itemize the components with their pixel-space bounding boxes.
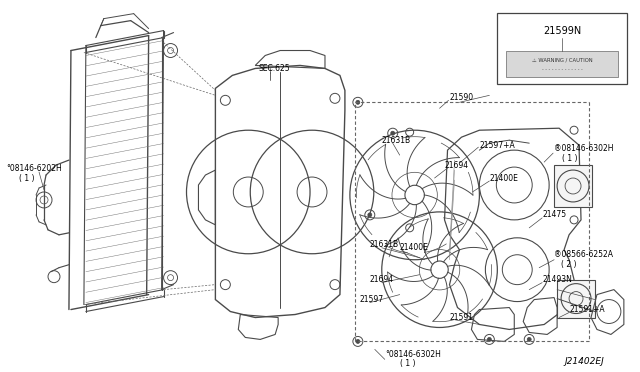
- Text: - - - - - - - - - - - - -: - - - - - - - - - - - - -: [541, 67, 582, 72]
- Bar: [557, 280, 595, 318]
- Text: ⚠ WARNING / CAUTION: ⚠ WARNING / CAUTION: [532, 58, 593, 63]
- Text: 21590: 21590: [449, 93, 474, 102]
- Text: ( 1 ): ( 1 ): [562, 154, 577, 163]
- Text: 21475: 21475: [542, 211, 566, 219]
- Circle shape: [527, 337, 531, 341]
- Circle shape: [356, 100, 360, 104]
- Text: ( 1 ): ( 1 ): [400, 359, 415, 368]
- Circle shape: [368, 213, 372, 217]
- Text: SEC.625: SEC.625: [258, 64, 290, 73]
- Text: 21599N: 21599N: [543, 26, 581, 36]
- Text: 21694: 21694: [370, 275, 394, 284]
- Text: ( 2 ): ( 2 ): [561, 260, 577, 269]
- Text: 21694: 21694: [445, 161, 468, 170]
- Circle shape: [391, 131, 395, 135]
- Text: °08146-6302H: °08146-6302H: [385, 350, 440, 359]
- Text: ( 1 ): ( 1 ): [19, 173, 35, 183]
- Text: 21591: 21591: [449, 313, 474, 322]
- Bar: [554, 165, 592, 207]
- Text: 21400E: 21400E: [490, 173, 518, 183]
- Text: 21597+A: 21597+A: [479, 141, 515, 150]
- Text: ®08146-6302H: ®08146-6302H: [554, 144, 614, 153]
- Text: °08146-6202H: °08146-6202H: [6, 164, 62, 173]
- Bar: [506, 51, 618, 77]
- Text: 21631B: 21631B: [370, 240, 399, 249]
- Text: 21493N: 21493N: [542, 275, 572, 284]
- Text: J21402EJ: J21402EJ: [564, 357, 604, 366]
- Text: 21591+A: 21591+A: [569, 305, 605, 314]
- Text: 21597: 21597: [360, 295, 384, 304]
- Text: 21631B: 21631B: [382, 136, 411, 145]
- Circle shape: [488, 337, 492, 341]
- Text: 21400E: 21400E: [400, 243, 429, 252]
- Bar: [497, 13, 627, 84]
- Circle shape: [356, 339, 360, 343]
- Text: ®08566-6252A: ®08566-6252A: [554, 250, 613, 259]
